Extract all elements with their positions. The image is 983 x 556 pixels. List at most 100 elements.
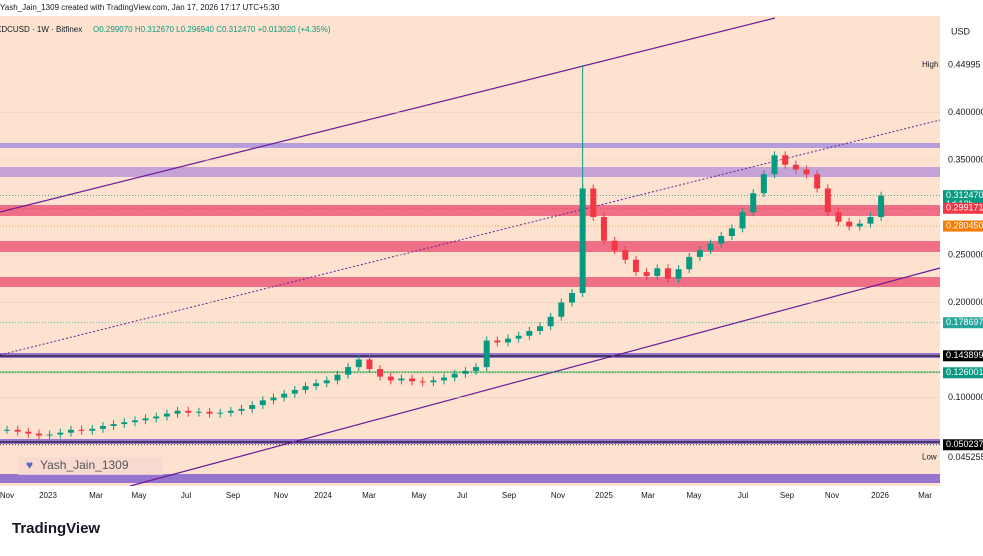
candle	[867, 217, 874, 224]
candle	[270, 397, 277, 401]
x-tick-label: Jul	[738, 491, 748, 500]
x-tick-label: Nov	[825, 491, 839, 500]
axes: 0.400000 0.350000 0.250000 0.200000 0.100000…	[922, 59, 983, 462]
ohlc: O0.299070 H0.312670 L0.296940 C0.312470 …	[93, 25, 331, 34]
price-axis-bg	[940, 16, 983, 486]
y-tick-label: 0.400000	[948, 107, 983, 117]
candle	[35, 433, 42, 436]
price-tag-value: 0.299171	[946, 203, 983, 213]
channel-mid	[0, 119, 941, 356]
candle	[547, 316, 554, 327]
candle	[814, 174, 821, 189]
x-tick-label: Nov	[0, 491, 14, 500]
candle	[675, 269, 682, 279]
candle	[782, 155, 789, 165]
high-label: High	[922, 60, 938, 69]
candle	[654, 268, 661, 276]
y-tick-label: 0.200000	[948, 297, 983, 307]
candle	[259, 400, 266, 406]
y-tick-label: 0.250000	[948, 249, 983, 259]
y-tick-label: 0.100000	[948, 392, 983, 402]
candle	[323, 380, 330, 384]
candle	[451, 373, 458, 378]
candle	[249, 405, 256, 409]
candle	[707, 243, 714, 251]
candle	[483, 340, 490, 368]
candle	[664, 268, 671, 279]
candle	[878, 195, 885, 217]
candle	[590, 188, 597, 217]
x-tick-label: 2025	[595, 491, 613, 500]
candle	[526, 331, 533, 336]
candle	[419, 381, 426, 383]
candle	[686, 256, 693, 270]
candle	[163, 413, 170, 417]
candle	[355, 359, 362, 368]
candle	[142, 418, 149, 421]
footer-bg	[0, 486, 983, 551]
candle	[409, 378, 416, 382]
zone	[0, 277, 940, 287]
price-tag-value: 0.312470	[946, 190, 983, 200]
brand: TradingView	[12, 520, 100, 537]
candle	[696, 250, 703, 257]
candle	[760, 174, 767, 194]
candle	[771, 155, 778, 175]
candle	[750, 193, 757, 213]
price-tag-value: 0.143899	[946, 350, 983, 360]
candle	[195, 411, 202, 413]
price-tag	[943, 439, 983, 451]
candle	[622, 250, 629, 260]
candle	[462, 370, 469, 374]
price-tag	[943, 202, 983, 214]
price-tag-value: 0.280450	[946, 220, 983, 230]
candle	[302, 386, 309, 390]
candle	[377, 369, 384, 377]
candle	[99, 426, 106, 429]
candle	[121, 422, 128, 425]
candle	[441, 377, 448, 381]
candle	[558, 302, 565, 317]
candle	[67, 429, 74, 433]
x-tick-label: 2023	[39, 491, 57, 500]
candle	[153, 416, 160, 419]
candles	[4, 65, 885, 440]
candle	[366, 359, 373, 369]
channel-line	[0, 17, 776, 213]
candle	[217, 412, 224, 414]
candle	[803, 169, 810, 175]
candle	[430, 380, 437, 383]
x-tick-label: 2026	[871, 491, 889, 500]
low-label: Low	[922, 453, 937, 462]
zone	[0, 241, 940, 252]
x-tick-label: Mar	[918, 491, 932, 500]
grid	[0, 112, 940, 446]
candle	[78, 429, 85, 431]
candle	[600, 217, 607, 241]
x-tick-label: May	[686, 491, 701, 500]
candle	[632, 259, 639, 273]
zone	[0, 143, 940, 148]
candle	[728, 228, 735, 236]
candle	[291, 389, 298, 394]
x-tick-label: Jul	[181, 491, 191, 500]
watermark-bg	[18, 457, 163, 475]
candle	[25, 431, 32, 434]
candle	[643, 272, 650, 276]
zone	[0, 474, 940, 483]
y-tick-label: 0.350000	[948, 154, 983, 164]
price-tag-value: 0.178697	[946, 317, 983, 327]
author-line: Yash_Jain_1309 created with TradingView.…	[0, 3, 280, 12]
x-tick-label: Nov	[274, 491, 288, 500]
candle	[46, 434, 53, 436]
candle	[57, 432, 64, 435]
x-tick-label: Mar	[362, 491, 376, 500]
candle	[89, 428, 96, 431]
candle	[505, 338, 512, 343]
candle	[238, 408, 245, 411]
zone	[0, 205, 940, 216]
candle	[334, 374, 341, 381]
price-tag	[943, 317, 983, 329]
currency: USD	[951, 26, 971, 36]
candle	[131, 420, 138, 423]
